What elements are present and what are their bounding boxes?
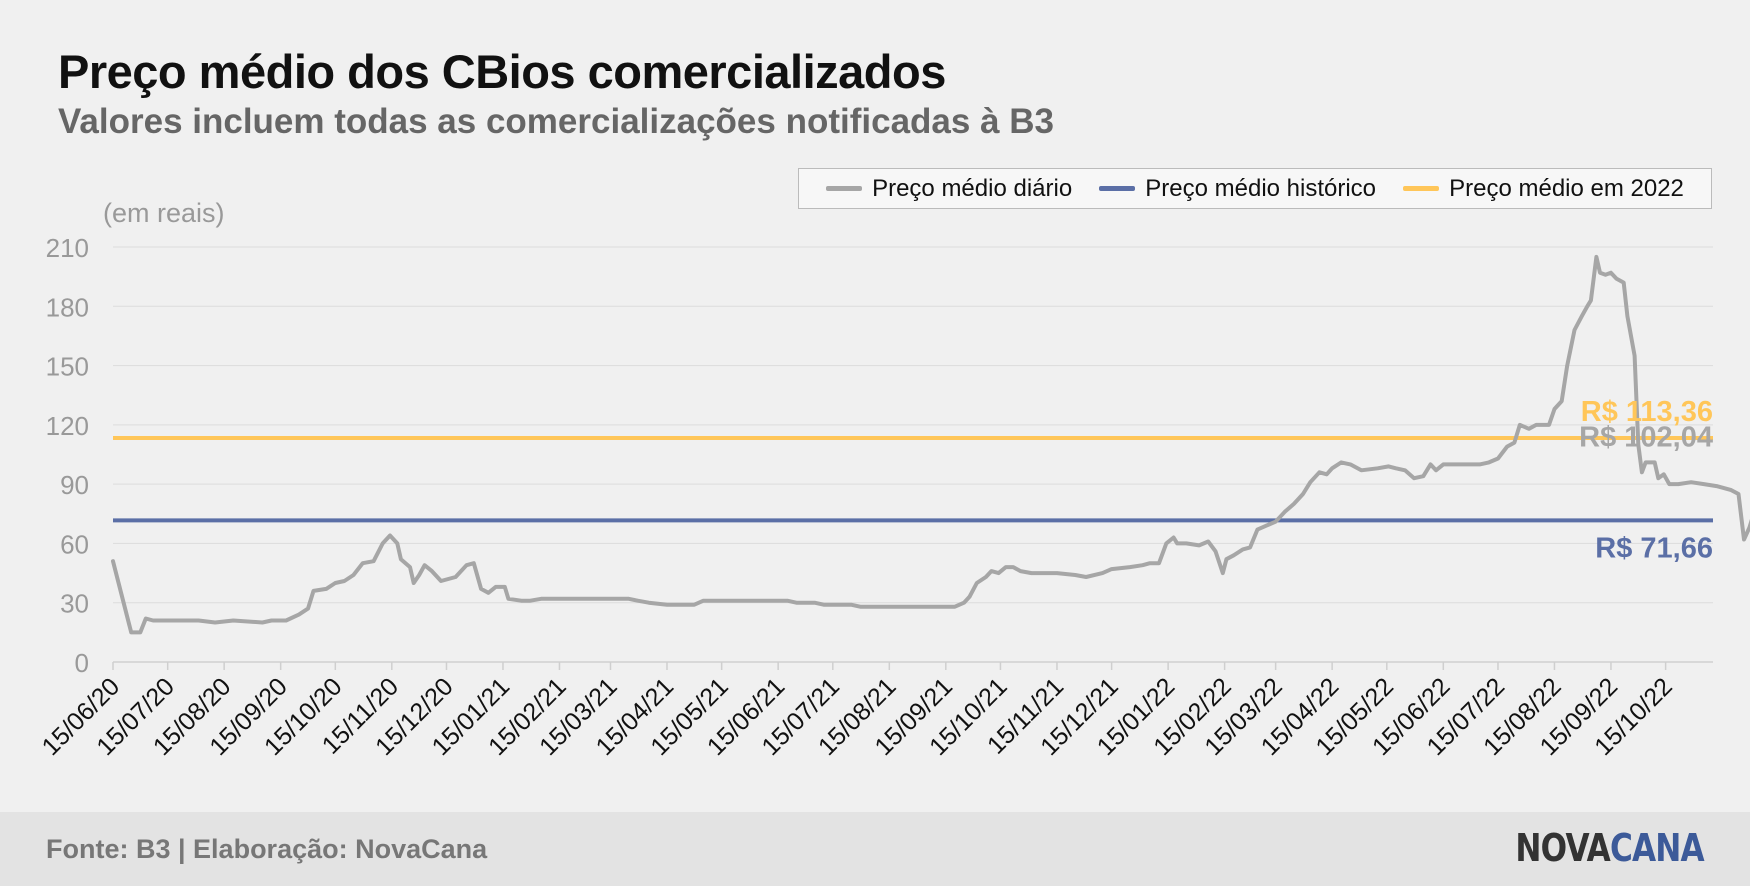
legend-label-2022: Preço médio em 2022 xyxy=(1449,174,1684,202)
y-tick-label: 210 xyxy=(46,233,89,263)
y-tick-label: 150 xyxy=(46,352,89,382)
y-tick-label: 180 xyxy=(46,292,89,322)
chart-legend: Preço médio diário Preço médio histórico… xyxy=(798,168,1712,209)
chart-title: Preço médio dos CBios comercializados xyxy=(58,45,946,98)
y-tick-label: 120 xyxy=(46,411,89,441)
footer-bar: Fonte: B3 | Elaboração: NovaCana NOVACAN… xyxy=(0,812,1750,886)
y-tick-label: 60 xyxy=(60,529,89,559)
legend-label-historical: Preço médio histórico xyxy=(1145,174,1377,202)
grid-lines xyxy=(113,246,1713,663)
source-credit: Fonte: B3 | Elaboração: NovaCana xyxy=(46,834,488,864)
y-tick-label: 30 xyxy=(60,589,89,619)
legend-label-daily: Preço médio diário xyxy=(872,174,1073,202)
legend-swatch-historical xyxy=(1099,186,1136,191)
legend-item-daily: Preço médio diário xyxy=(826,175,1072,203)
logo-part-nova: NOVA xyxy=(1515,826,1611,870)
x-axis: 15/06/2015/07/2015/08/2015/09/2015/10/20… xyxy=(37,661,1713,761)
line-chart: (em reais) 0 30 60 90 120 150 180 210 15/06/201… xyxy=(37,198,1750,761)
value-annotations: R$ 113,36R$ 102,04 R$ 71,66 xyxy=(1579,396,1713,564)
novacana-logo: NOVACANA xyxy=(1515,826,1705,870)
legend-item-2022: Preço médio em 2022 xyxy=(1403,175,1684,203)
logo-part-cana: CANA xyxy=(1610,826,1705,870)
legend-item-historical: Preço médio histórico xyxy=(1099,175,1376,203)
legend-swatch-daily xyxy=(826,186,863,191)
reference-lines xyxy=(113,435,1713,523)
y-tick-label: 90 xyxy=(60,470,89,500)
series-lines xyxy=(111,254,1750,635)
series-line-daily xyxy=(111,254,1750,635)
chart-subtitle: Valores incluem todas as comercializaçõe… xyxy=(58,102,1054,141)
value-annotation: R$ 71,66 xyxy=(1595,532,1713,564)
legend-swatch-2022 xyxy=(1403,186,1440,191)
value-annotation: R$ 113,36 xyxy=(1581,396,1713,428)
y-tick-label: 0 xyxy=(75,648,89,678)
value-annotation: R$ 102,04 xyxy=(1579,421,1713,453)
y-axis-ticks: 0 30 60 90 120 150 180 210 xyxy=(46,233,89,678)
y-axis-unit-label: (em reais) xyxy=(103,198,225,228)
